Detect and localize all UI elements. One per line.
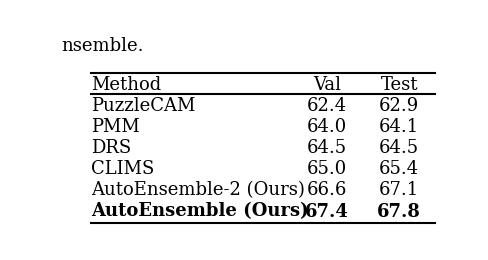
Text: PMM: PMM — [91, 118, 140, 136]
Text: 64.5: 64.5 — [307, 139, 347, 157]
Text: 65.4: 65.4 — [379, 160, 419, 178]
Text: 64.0: 64.0 — [307, 118, 347, 136]
Text: 64.1: 64.1 — [379, 118, 419, 136]
Text: 64.5: 64.5 — [379, 139, 419, 157]
Text: 62.4: 62.4 — [307, 97, 347, 115]
Text: Method: Method — [91, 76, 162, 94]
Text: CLIMS: CLIMS — [91, 160, 155, 178]
Text: Test: Test — [381, 76, 418, 94]
Text: 67.4: 67.4 — [305, 203, 349, 220]
Text: 66.6: 66.6 — [307, 181, 347, 199]
Text: nsemble.: nsemble. — [61, 37, 143, 55]
Text: Val: Val — [313, 76, 341, 94]
Text: AutoEnsemble-2 (Ours): AutoEnsemble-2 (Ours) — [91, 181, 305, 199]
Text: 67.8: 67.8 — [377, 203, 421, 220]
Text: DRS: DRS — [91, 139, 131, 157]
Text: AutoEnsemble (Ours): AutoEnsemble (Ours) — [91, 203, 309, 220]
Text: PuzzleCAM: PuzzleCAM — [91, 97, 196, 115]
Text: 67.1: 67.1 — [379, 181, 419, 199]
Text: 65.0: 65.0 — [307, 160, 347, 178]
Text: 62.9: 62.9 — [379, 97, 419, 115]
